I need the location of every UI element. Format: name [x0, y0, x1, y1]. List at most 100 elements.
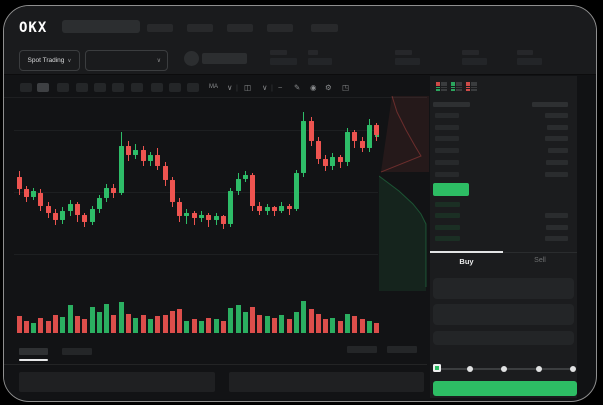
ask-row-price-placeholder[interactable] — [435, 124, 459, 130]
toggle-bar — [466, 84, 470, 86]
bid-row-price-placeholder[interactable] — [435, 202, 460, 207]
bottom-tab-active-underline — [19, 359, 48, 361]
tab-buy[interactable]: Buy — [459, 257, 474, 266]
ask-row-price-placeholder[interactable] — [435, 171, 459, 177]
order-input-placeholder[interactable] — [433, 304, 574, 325]
volume-bar — [323, 319, 329, 333]
slider-handle[interactable] — [433, 364, 441, 372]
interval-button-placeholder[interactable] — [76, 83, 88, 92]
volume-bar — [242, 312, 248, 333]
interval-button-placeholder[interactable] — [94, 83, 106, 92]
orderbook-last-price-bar[interactable] — [433, 183, 469, 196]
volume-bar — [337, 320, 343, 333]
ask-row-price-placeholder[interactable] — [435, 148, 459, 154]
order-input-placeholder[interactable] — [433, 278, 574, 299]
book-bids-view-icon[interactable] — [451, 82, 462, 91]
chevron-down-icon[interactable]: ∨ — [262, 83, 268, 92]
candle-body — [366, 124, 372, 148]
stat-label-placeholder — [270, 50, 287, 55]
volume-bar — [191, 319, 197, 333]
volume-bar — [16, 316, 22, 333]
ma-indicator-icon[interactable]: MA — [209, 84, 218, 90]
candle-body — [293, 173, 299, 210]
slider-stop-dot[interactable] — [535, 365, 542, 372]
volume-bar — [147, 319, 153, 333]
toggle-line — [441, 89, 447, 91]
candle-body — [345, 131, 350, 163]
ask-row-price-placeholder[interactable] — [435, 159, 459, 165]
draw-tool-icon[interactable]: ✎ — [294, 83, 301, 92]
volume-bar — [199, 320, 204, 333]
volume-bar — [264, 316, 270, 333]
orderbook-header-right-placeholder — [532, 102, 568, 107]
candle-body — [126, 146, 131, 156]
candle-body — [301, 121, 307, 174]
ask-row-price-placeholder[interactable] — [435, 113, 459, 118]
candle-wick — [208, 212, 210, 228]
candle-body — [82, 214, 88, 222]
candle-body — [279, 205, 285, 211]
bid-row-price-placeholder[interactable] — [435, 213, 460, 219]
ask-row-size-placeholder — [545, 136, 568, 142]
interval-button-placeholder[interactable] — [131, 83, 143, 92]
nav-item-placeholder[interactable] — [227, 24, 253, 32]
candle-body — [16, 176, 22, 190]
candle-body — [330, 157, 336, 166]
toolbar-divider-line — [4, 97, 427, 98]
pair-selector-dropdown[interactable]: ∨ — [85, 50, 168, 71]
slider-stop-dot[interactable] — [501, 365, 507, 372]
book-combined-view-icon[interactable] — [436, 82, 447, 91]
bottom-tab-placeholder[interactable] — [62, 348, 92, 355]
orderbook-header-left-placeholder — [433, 102, 470, 107]
volume-bar — [140, 315, 146, 333]
book-asks-view-icon[interactable] — [466, 82, 477, 91]
camera-icon[interactable]: ◉ — [310, 83, 317, 92]
app-content: OKX Spot Trading ∨ ∨ Buy — [4, 6, 596, 401]
fullscreen-icon[interactable]: ◳ — [342, 83, 350, 92]
chevron-down-icon[interactable]: ∨ — [227, 83, 233, 92]
ask-row-size-placeholder — [545, 113, 568, 118]
bid-row-price-placeholder[interactable] — [435, 224, 460, 230]
interval-button-placeholder[interactable] — [169, 83, 181, 92]
buy-submit-button[interactable] — [433, 381, 577, 396]
settings-gear-icon[interactable]: ⚙ — [325, 83, 332, 92]
bottom-right-button-placeholder[interactable] — [347, 346, 377, 353]
interval-button-placeholder[interactable] — [57, 83, 69, 92]
volume-bar — [126, 313, 131, 333]
candle-body — [374, 124, 380, 136]
slider-stop-dot[interactable] — [570, 365, 576, 372]
line-style-icon[interactable]: ~ — [278, 83, 283, 92]
tab-sell[interactable]: Sell — [534, 257, 546, 264]
toggle-bar — [466, 89, 470, 91]
interval-button-placeholder[interactable] — [20, 83, 32, 92]
bid-row-price-placeholder[interactable] — [435, 235, 460, 241]
nav-item-placeholder[interactable] — [147, 24, 173, 32]
slider-stop-dot[interactable] — [466, 365, 473, 372]
candle-body — [45, 205, 51, 213]
nav-item-placeholder[interactable] — [267, 24, 293, 32]
candle-body — [53, 212, 58, 220]
toggle-line — [441, 82, 447, 84]
interval-button-placeholder[interactable] — [151, 83, 163, 92]
volume-bar — [184, 320, 190, 333]
volume-bar — [177, 309, 183, 333]
okx-logo[interactable]: OKX — [19, 20, 48, 36]
nav-item-placeholder[interactable] — [311, 24, 338, 32]
bottom-panel-placeholder — [19, 372, 215, 392]
toggle-line — [456, 86, 462, 89]
nav-item-placeholder[interactable] — [187, 24, 213, 32]
bottom-tab-placeholder[interactable] — [19, 348, 48, 355]
bottom-right-button-placeholder[interactable] — [387, 346, 417, 353]
interval-button-placeholder[interactable] — [112, 83, 124, 92]
market-type-dropdown[interactable]: Spot Trading ∨ — [19, 50, 80, 71]
volume-bar — [206, 317, 212, 333]
ask-row-price-placeholder[interactable] — [435, 136, 459, 142]
toggle-bar — [451, 89, 455, 91]
interval-button-placeholder[interactable] — [37, 83, 49, 92]
toggle-bar — [436, 86, 440, 89]
search-bar-placeholder[interactable] — [62, 20, 140, 33]
order-input-placeholder[interactable] — [433, 331, 574, 345]
interval-button-placeholder[interactable] — [187, 83, 199, 92]
candle-style-icon[interactable]: ◫ — [244, 83, 252, 92]
bottom-panel-placeholder — [229, 372, 424, 392]
